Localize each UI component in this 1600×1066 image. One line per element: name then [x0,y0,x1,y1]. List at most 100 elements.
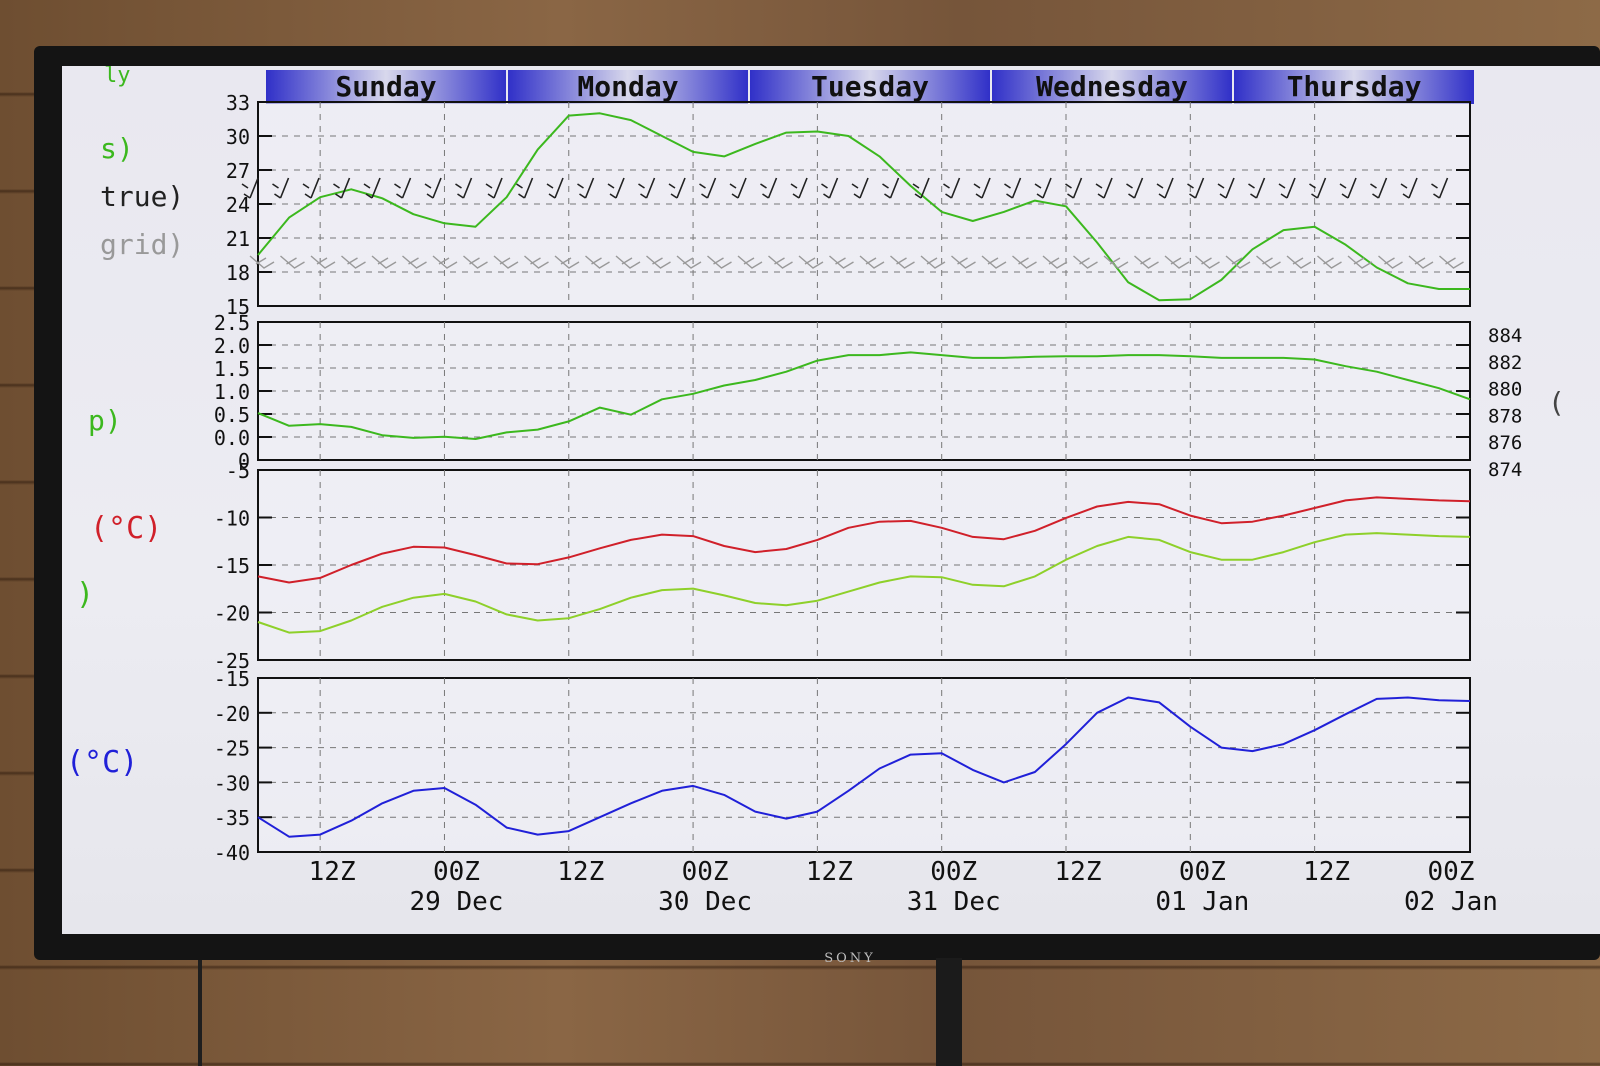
wind-barb [699,177,717,199]
x-tick-label: 12Z [806,857,853,887]
y-tick-label: -15 [214,667,250,691]
wind-barb-grid [1408,255,1434,269]
y2-tick-label: 880 [1488,379,1522,401]
y2-tick-label: 876 [1488,432,1522,454]
series-line [257,351,1471,440]
day-label: Monday [577,70,678,103]
wind-barb [333,177,351,199]
wind-barb-grid [615,255,641,269]
wind-barb [363,177,381,199]
x-tick-label: 00Z [1179,857,1226,887]
day-label: Tuesday [811,70,929,103]
wind-barb-grid [859,255,885,269]
y-tick-label: -15 [214,554,250,578]
y2-tick-label: 884 [1488,325,1522,347]
wind-barb-grid [1347,255,1373,269]
wind-barb-grid [585,255,610,269]
label-temp-c-2: (°C) [66,745,138,780]
wind-barb-grid [1012,255,1037,269]
x-tick-label: 00Z [682,857,729,887]
wind-barb [302,177,320,199]
y-tick-label: 0 [238,449,250,473]
x-tick-label: 12Z [1303,857,1350,887]
x-tick-label: 00Z [930,857,977,887]
wind-barb-grid [432,255,458,269]
wind-barb [851,177,869,199]
wind-barb [1187,177,1205,199]
series-line [257,496,1471,584]
label-temp-c: (°C) [90,511,162,546]
wind-barb-grid [1042,255,1068,269]
wind-barb [272,177,290,199]
y-tick-label: 2.0 [214,334,250,358]
wind-barb [241,177,259,199]
wind-barb-grid [890,255,915,269]
wind-barb [1400,177,1418,199]
x-date-label: 01 Jan [1155,887,1249,917]
precip-pressure-panel: 2.52.01.51.00.50.00 884 882 880 878 876 874 [214,311,1522,481]
wind-barb-grid [1439,255,1464,269]
wind-barb-grid [1195,255,1220,269]
wind-barb-grid [524,255,549,269]
windchill-panel: -15 -20 -25 -30 -35 -40 [214,667,1471,865]
label-paren: ) [76,577,94,612]
wind-barb [485,177,503,199]
wind-barbs [241,177,1464,269]
series-line [257,112,1470,302]
y-tick-label: 30 [226,125,250,149]
x-tick-label: 12Z [1055,857,1102,887]
y-tick-label: 15 [226,295,250,319]
y-tick-label: -40 [214,841,250,865]
wind-barb [577,177,595,199]
day-label: Sunday [335,70,436,103]
wind-barb-grid [676,255,702,269]
panel-frame [257,677,1471,853]
wind-barb [607,177,625,199]
wind-barb-grid [554,255,580,269]
wind-barb [1065,177,1083,199]
wind-barb-grid [1164,255,1190,269]
wind-barb [668,177,686,199]
y-tick-label: 2.5 [214,311,250,335]
power-cable [198,958,202,1066]
wind-barb [394,177,412,199]
wind-barb-grid [768,255,793,269]
meteogram: Sunday Monday Tuesday Wednesday Thursday ly … [66,66,1565,917]
y-tick-label: -35 [214,806,250,830]
wind-speed-panel: 33 30 27 24 21 18 15 [226,91,1471,319]
wind-barb [455,177,473,199]
y-tick-label: 18 [226,261,250,285]
wind-barb-grid [463,255,488,269]
wind-barb-grid [920,255,946,269]
y2-tick-label: 882 [1488,352,1522,374]
wind-barb-grid [1317,255,1342,269]
y-tick-label: -10 [214,507,250,531]
wind-barb [1095,177,1113,199]
y-tick-label: -20 [214,702,250,726]
label-ly: ly [104,66,131,88]
wind-barb [973,177,991,199]
label-true: true) [100,180,184,213]
wind-barb [729,177,747,199]
y2-tick-label: 878 [1488,405,1522,427]
wind-barb [943,177,961,199]
wind-barb [1339,177,1357,199]
wind-barb-grid [737,255,763,269]
wind-barb [1248,177,1266,199]
wind-barb [1217,177,1235,199]
label-grid: grid) [100,228,184,261]
y-tick-label: 27 [226,159,250,183]
wind-barb-grid [646,255,671,269]
wind-barb-grid [798,255,824,269]
y-tick-label: 33 [226,91,250,115]
wind-barb-grid [493,255,519,269]
wind-barb-grid [951,255,976,269]
y-tick-label: -20 [214,602,250,626]
wind-barb-grid [280,255,305,269]
wind-barb-grid [341,255,366,269]
y-tick-label: 24 [226,193,250,217]
tv-stand [936,958,962,1066]
wind-barb [424,177,442,199]
wind-barb-grid [1134,255,1159,269]
